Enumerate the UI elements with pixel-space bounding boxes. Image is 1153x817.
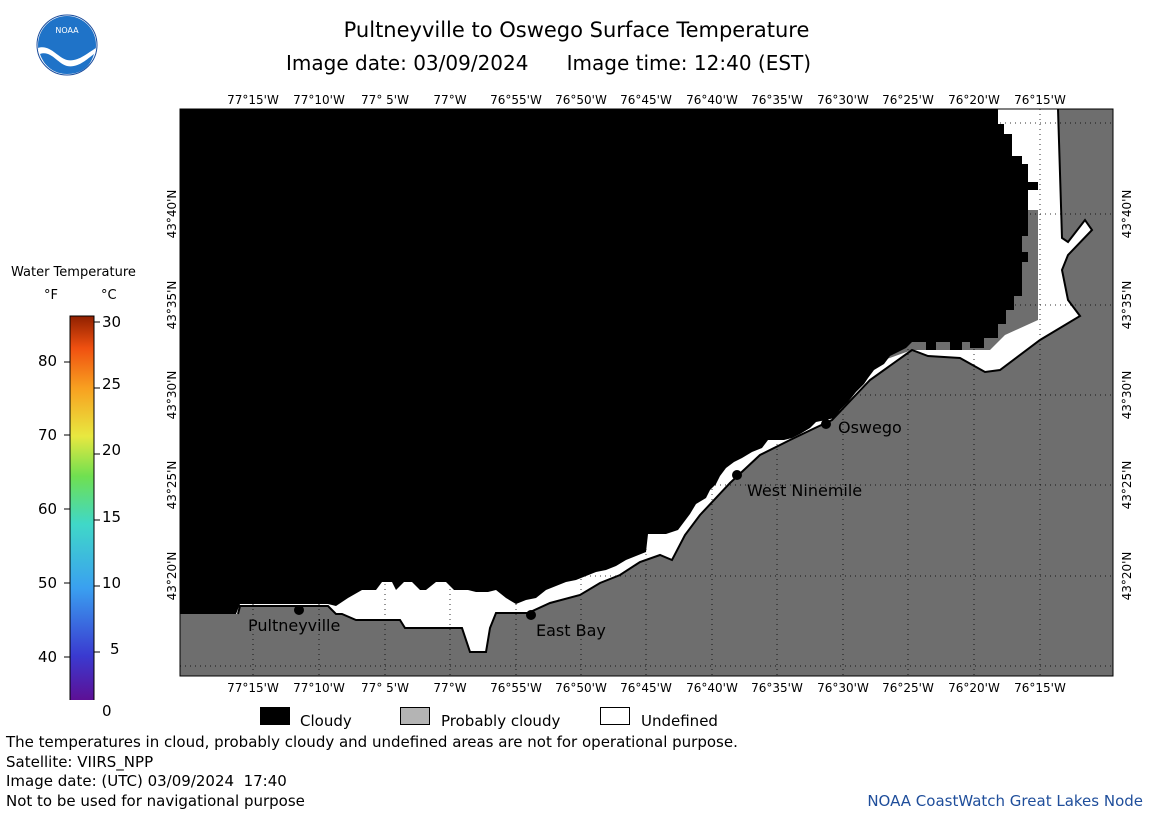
oswego-label: Oswego [838, 418, 902, 437]
lat-label: 43°20'N [165, 552, 179, 601]
coastline [237, 108, 1094, 653]
lon-label: 76°15'W [1014, 93, 1066, 107]
lon-label: 76°45'W [620, 681, 672, 695]
lon-label: 77° 5'W [361, 93, 409, 107]
image-date: Image date: 03/09/2024 [286, 51, 529, 75]
c-tick: 15 [102, 508, 122, 526]
grid-lines [180, 109, 1113, 676]
lat-label: 43°25'N [1120, 461, 1134, 510]
lon-label: 77°W [433, 93, 466, 107]
lon-label: 77°10'W [293, 93, 345, 107]
lat-label: 43°25'N [165, 461, 179, 510]
f-tick: 50 [38, 574, 58, 592]
lon-label: 76°30'W [817, 93, 869, 107]
page-title: Pultneyville to Oswego Surface Temperatu… [343, 18, 810, 42]
legend-title: Water Temperature [11, 265, 136, 280]
lon-label: 77°15'W [227, 93, 279, 107]
swatch-undefined-label: Undefined [641, 712, 718, 730]
c-tick: 5 [110, 640, 120, 658]
c-tick: 10 [102, 574, 122, 592]
lon-labels-bottom: 77°15'W 77°10'W 77° 5'W 77°W 76°55'W 76°… [227, 681, 1066, 695]
credit-text: NOAA CoastWatch Great Lakes Node [867, 792, 1143, 810]
lon-label: 76°25'W [882, 681, 934, 695]
c-tick: 25 [102, 375, 122, 393]
lon-label: 76°40'W [686, 681, 738, 695]
east-bay-marker [526, 610, 536, 620]
lon-labels-top: 77°15'W 77°10'W 77° 5'W 77°W 76°55'W 76°… [227, 93, 1066, 107]
footer-notes: The temperatures in cloud, probably clou… [6, 733, 738, 811]
f-tick: 80 [38, 352, 58, 370]
color-scale-bar [69, 315, 95, 700]
lat-labels-right: 43°40'N 43°35'N 43°30'N 43°25'N 43°20'N [1120, 190, 1134, 601]
oswego-marker [821, 419, 831, 429]
lat-label: 43°20'N [1120, 552, 1134, 601]
lon-label: 76°15'W [1014, 681, 1066, 695]
f-tick: 60 [38, 500, 58, 518]
noaa-logo-text: NOAA [55, 26, 79, 35]
lon-label: 77°15'W [227, 681, 279, 695]
footer-disclaimer: The temperatures in cloud, probably clou… [6, 733, 738, 751]
swatch-undefined [600, 707, 630, 725]
city-markers: Oswego West Ninemile Pultneyville East B… [248, 418, 902, 640]
image-time: Image time: 12:40 (EST) [566, 51, 812, 75]
lon-label: 76°50'W [555, 681, 607, 695]
lon-label: 76°35'W [751, 93, 803, 107]
f-tick: 70 [38, 426, 58, 444]
lon-label: 77° 5'W [361, 681, 409, 695]
west-ninemile-marker [732, 470, 742, 480]
lon-label: 76°25'W [882, 93, 934, 107]
c-tick: 30 [102, 313, 122, 331]
lat-label: 43°40'N [1120, 190, 1134, 239]
lat-label: 43°30'N [1120, 371, 1134, 420]
pultneyville-marker [294, 605, 304, 615]
lon-label: 76°55'W [490, 681, 542, 695]
image-datetime: Image date: 03/09/2024 Image time: 12:40… [286, 51, 811, 75]
cloud-area [180, 109, 1038, 614]
footer-navigation-note: Not to be used for navigational purpose [6, 791, 305, 810]
unit-celsius: °C [101, 288, 117, 303]
pultneyville-label: Pultneyville [248, 616, 340, 635]
lon-label: 76°20'W [948, 681, 1000, 695]
lon-label: 76°50'W [555, 93, 607, 107]
east-bay-label: East Bay [536, 621, 606, 640]
west-ninemile-label: West Ninemile [747, 481, 862, 500]
map-frame [179, 108, 1114, 677]
lon-label: 76°55'W [490, 93, 542, 107]
lat-labels-left: 43°40'N 43°35'N 43°30'N 43°25'N 43°20'N [165, 190, 179, 601]
c-tick: 20 [102, 441, 122, 459]
footer-satellite: Satellite: VIIRS_NPP [6, 752, 154, 771]
swatch-cloudy [260, 707, 290, 725]
lon-label: 76°45'W [620, 93, 672, 107]
c-tick: 0 [102, 702, 112, 720]
swatch-probably-cloudy [400, 707, 430, 725]
scale-ticks [64, 321, 100, 658]
footer-utc-date: Image date: (UTC) 03/09/2024 17:40 [6, 772, 287, 790]
lon-label: 76°20'W [948, 93, 1000, 107]
swatch-cloudy-label: Cloudy [300, 712, 352, 730]
f-tick: 40 [38, 648, 58, 666]
lat-label: 43°40'N [165, 190, 179, 239]
lon-label: 76°30'W [817, 681, 869, 695]
lon-label: 76°35'W [751, 681, 803, 695]
swatch-probably-cloudy-label: Probably cloudy [441, 712, 561, 730]
noaa-logo-icon: NOAA [36, 14, 98, 76]
temperature-map: 77°15'W 77°10'W 77° 5'W 77°W 76°55'W 76°… [64, 93, 1134, 700]
unit-fahrenheit: °F [44, 288, 58, 303]
lon-label: 76°40'W [686, 93, 738, 107]
lat-label: 43°35'N [165, 281, 179, 330]
lon-label: 77°10'W [293, 681, 345, 695]
lon-label: 77°W [433, 681, 466, 695]
lat-label: 43°35'N [1120, 281, 1134, 330]
lat-label: 43°30'N [165, 371, 179, 420]
